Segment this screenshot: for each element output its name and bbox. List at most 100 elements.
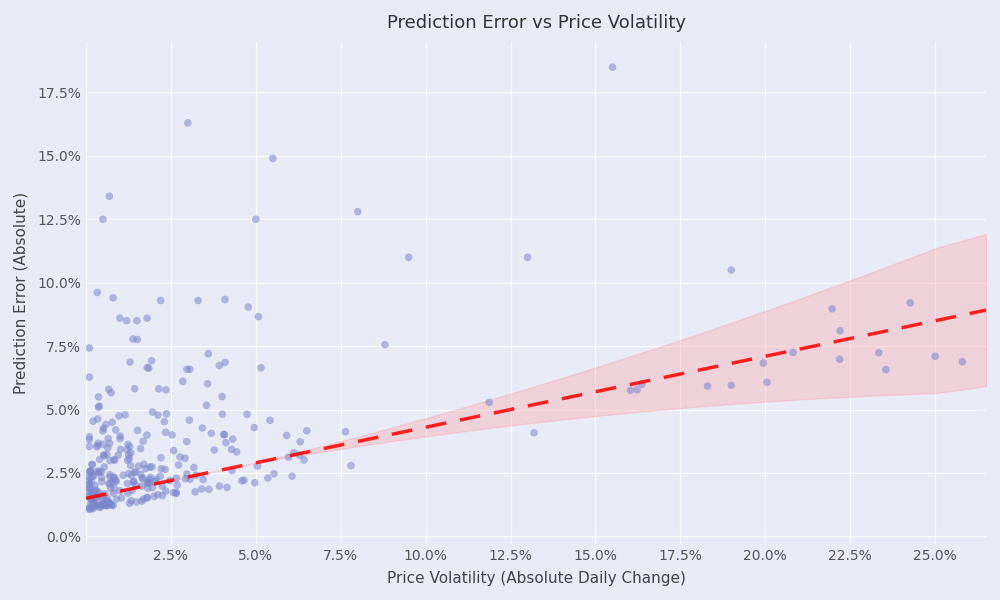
Point	[98, 499, 114, 509]
Point	[166, 446, 182, 455]
Point	[216, 430, 232, 439]
Point	[723, 380, 739, 390]
Point	[139, 363, 155, 373]
Point	[115, 470, 131, 480]
Point	[84, 460, 100, 469]
Point	[127, 384, 143, 394]
Point	[106, 488, 122, 498]
Point	[927, 352, 943, 361]
Point	[90, 414, 106, 424]
Point	[100, 497, 116, 507]
Point	[112, 431, 128, 441]
Point	[95, 426, 111, 436]
Point	[168, 488, 184, 497]
Point	[279, 431, 295, 440]
Point	[211, 361, 227, 370]
Point	[153, 464, 169, 473]
Point	[105, 500, 121, 510]
Point	[113, 445, 129, 454]
Point	[136, 460, 152, 469]
Point	[87, 501, 103, 511]
Point	[188, 470, 204, 480]
Point	[158, 486, 174, 496]
Point	[299, 426, 315, 436]
Point	[83, 467, 99, 476]
Point	[98, 501, 114, 511]
Point	[101, 497, 117, 507]
Point	[101, 498, 117, 508]
Point	[99, 500, 115, 510]
Point	[82, 473, 98, 482]
Point	[248, 215, 264, 224]
Point	[122, 357, 138, 367]
Point	[121, 469, 137, 478]
Point	[95, 499, 111, 508]
Point	[81, 493, 97, 502]
Point	[135, 436, 151, 446]
Point	[100, 434, 116, 443]
Point	[101, 479, 117, 488]
Point	[141, 478, 157, 487]
X-axis label: Price Volatility (Absolute Daily Change): Price Volatility (Absolute Daily Change)	[387, 571, 685, 586]
Point	[147, 477, 163, 487]
Point	[250, 312, 266, 322]
Point	[878, 365, 894, 374]
Point	[90, 468, 106, 478]
Point	[84, 503, 100, 513]
Point	[143, 356, 159, 365]
Point	[83, 498, 99, 508]
Point	[260, 473, 276, 483]
Point	[81, 442, 97, 451]
Point	[81, 432, 97, 442]
Point	[93, 502, 109, 512]
Point	[144, 462, 160, 472]
Point	[135, 474, 151, 484]
Point	[139, 430, 155, 440]
Point	[85, 500, 101, 510]
Point	[200, 349, 216, 359]
Point	[123, 461, 139, 470]
Point	[200, 379, 216, 389]
Point	[87, 485, 103, 495]
Point	[151, 384, 167, 394]
Point	[108, 475, 124, 485]
Point	[142, 462, 158, 472]
Point	[526, 428, 542, 437]
Point	[629, 385, 645, 395]
Point	[81, 479, 97, 488]
Point	[81, 502, 97, 512]
Point	[93, 500, 109, 509]
Point	[93, 467, 109, 476]
Point	[194, 484, 210, 494]
Point	[634, 379, 650, 389]
Point	[106, 483, 122, 493]
Point	[95, 499, 111, 509]
Point	[85, 504, 101, 514]
Point	[124, 486, 140, 496]
Point	[139, 478, 155, 488]
Point	[117, 410, 133, 419]
Point	[140, 478, 156, 487]
Point	[81, 491, 97, 500]
Point	[121, 454, 137, 463]
Point	[135, 494, 151, 504]
Point	[101, 385, 117, 394]
Point	[177, 474, 193, 484]
Point	[236, 475, 252, 485]
Point	[95, 496, 111, 505]
Point	[139, 313, 155, 323]
Point	[150, 490, 166, 499]
Point	[284, 472, 300, 481]
Point	[103, 388, 119, 398]
Point	[181, 415, 197, 425]
Point	[172, 452, 188, 462]
Point	[86, 497, 102, 506]
Point	[296, 455, 312, 465]
Point	[87, 481, 103, 490]
Point	[89, 492, 105, 502]
Point	[95, 424, 111, 433]
Point	[92, 455, 108, 464]
Point	[141, 364, 157, 373]
Point	[604, 62, 620, 72]
Point	[99, 500, 115, 510]
